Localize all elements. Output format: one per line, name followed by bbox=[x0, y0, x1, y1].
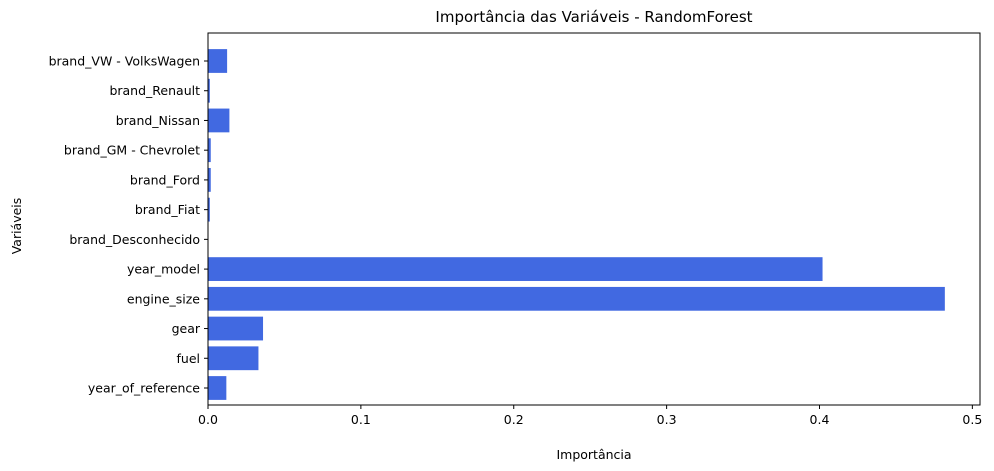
y-tick-label: fuel bbox=[177, 351, 201, 366]
y-tick-label: brand_GM - Chevrolet bbox=[64, 143, 200, 158]
bar-year-of-reference bbox=[208, 376, 227, 400]
bar-engine-size bbox=[208, 286, 945, 311]
y-tick-label: brand_VW - VolksWagen bbox=[49, 54, 200, 69]
chart-title: Importância das Variáveis - RandomForest bbox=[435, 8, 752, 26]
y-tick-label: brand_Fiat bbox=[135, 202, 200, 217]
x-tick-label: 0.2 bbox=[504, 412, 524, 427]
plot-frame bbox=[207, 32, 981, 406]
y-tick-label: engine_size bbox=[127, 291, 200, 306]
y-tick-label: brand_Desconhecido bbox=[69, 232, 200, 247]
x-tick-label: 0.5 bbox=[962, 412, 982, 427]
bar-brand-fiat bbox=[208, 197, 210, 222]
x-tick-label: 0.3 bbox=[657, 412, 677, 427]
x-tick-label: 0.4 bbox=[810, 412, 830, 427]
x-tick-label: 0.1 bbox=[351, 412, 371, 427]
bar-gear bbox=[208, 316, 264, 341]
y-tick-label: year_model bbox=[127, 262, 200, 277]
y-tick-label: brand_Ford bbox=[130, 172, 200, 187]
bar-brand-nissan bbox=[208, 108, 230, 133]
bar-year-model bbox=[208, 257, 823, 281]
x-axis: 0.0 0.1 0.2 0.3 0.4 0.5 bbox=[198, 405, 982, 427]
x-axis-title: Importância bbox=[556, 447, 631, 462]
y-tick-label: brand_Nissan bbox=[116, 113, 200, 128]
bar-brand-renault bbox=[208, 78, 210, 103]
bar-fuel bbox=[208, 346, 259, 371]
y-tick-label: brand_Renault bbox=[109, 83, 200, 98]
y-axis-title: Variáveis bbox=[9, 198, 24, 255]
bar-brand-vw-volkswagen bbox=[208, 49, 228, 73]
x-tick-label: 0.0 bbox=[198, 412, 218, 427]
y-tick-label: year_of_reference bbox=[88, 381, 200, 396]
bar-brand-ford bbox=[208, 168, 211, 192]
y-tick-label: gear bbox=[172, 321, 201, 336]
bars-layer bbox=[208, 49, 945, 400]
y-axis: year_of_reference fuel gear engine_size year… bbox=[49, 54, 208, 396]
bar-brand-gm-chevrolet bbox=[208, 138, 211, 163]
